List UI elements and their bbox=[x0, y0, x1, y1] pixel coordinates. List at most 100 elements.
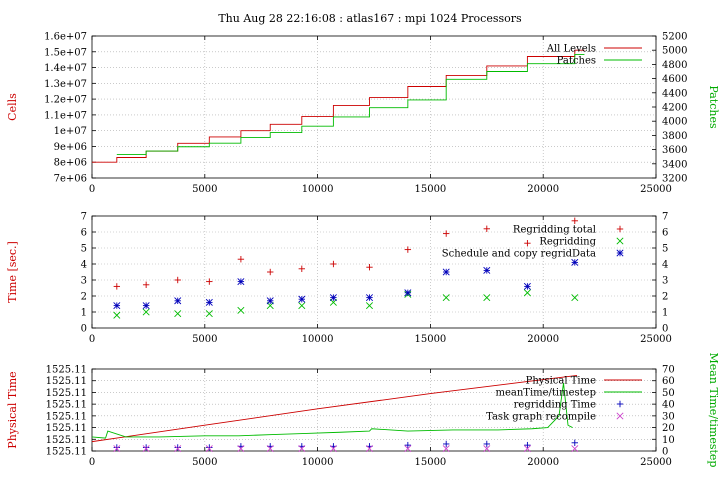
point-schedule-and-copy-regriddata-d2 bbox=[113, 302, 121, 310]
y2-tick-label: 3400 bbox=[662, 159, 687, 170]
series-line-patches bbox=[116, 54, 585, 156]
series-line-meantime-timestep bbox=[91, 382, 573, 439]
point-schedule-and-copy-regriddata-d2 bbox=[365, 294, 374, 302]
point-schedule-and-copy-regriddata-d2 bbox=[298, 295, 306, 303]
y-tick-label: 8e+06 bbox=[54, 158, 87, 169]
panel-1: 0 5000 10000 15000 20000 25000 7e+06 8e+06 9e+06… bbox=[6, 32, 720, 196]
y2-tick-label: 4200 bbox=[662, 103, 687, 114]
point-task-graph-recompile-d2 bbox=[113, 445, 121, 453]
point-schedule-and-copy-regriddata-d2 bbox=[483, 266, 491, 274]
x-tick-label: 0 bbox=[89, 334, 95, 345]
legend-label: Regridding total bbox=[513, 225, 596, 236]
x-tick-label: 10000 bbox=[302, 457, 334, 468]
y-tick-label: 1.4e+07 bbox=[44, 63, 87, 74]
point-regridding-d2 bbox=[483, 294, 491, 302]
x-tick-label: 5000 bbox=[192, 457, 217, 468]
y2-tick-label: 70 bbox=[662, 365, 675, 376]
chart-title: Thu Aug 28 22:16:08 : atlas167 : mpi 102… bbox=[218, 12, 522, 25]
y2-tick-label: 3 bbox=[662, 276, 668, 287]
chart-panels: 0 5000 10000 15000 20000 250007e+068e+069e+06… bbox=[6, 32, 720, 469]
point-task-graph-recompile-d2 bbox=[365, 445, 374, 453]
y-tick-label: 1.5e+07 bbox=[44, 47, 87, 58]
point-task-graph-recompile-d2 bbox=[329, 445, 337, 453]
y2-tick-label: 4000 bbox=[662, 117, 687, 128]
point-schedule-and-copy-regriddata-d2 bbox=[237, 278, 245, 286]
y2-tick-label: 6 bbox=[662, 228, 668, 239]
legend-label: Task graph recompile bbox=[486, 412, 596, 423]
y-axis-label: Time [sec.] bbox=[6, 241, 19, 303]
y-tick-label: 1.3e+07 bbox=[44, 79, 87, 90]
y2-tick-label: 30 bbox=[662, 411, 675, 422]
y-tick-label: 1525.11 bbox=[46, 411, 87, 422]
x-tick-label: 25000 bbox=[640, 334, 672, 345]
legend-label: regridding Time bbox=[514, 400, 596, 411]
y-tick-label: 3 bbox=[81, 276, 87, 287]
series-line-all-levels bbox=[92, 49, 585, 163]
y-tick-label: 1525.11 bbox=[46, 447, 87, 458]
y-tick-label: 1525.11 bbox=[46, 423, 87, 434]
y2-tick-label: 4800 bbox=[662, 60, 687, 71]
point-task-graph-recompile-d2 bbox=[205, 445, 213, 453]
y2-tick-label: 4400 bbox=[662, 88, 687, 99]
point-regridding-d2 bbox=[298, 302, 306, 310]
point-task-graph-recompile-d2 bbox=[483, 445, 491, 453]
point-schedule-and-copy-regriddata-d2 bbox=[523, 282, 531, 290]
y-tick-label: 1525.11 bbox=[46, 400, 87, 411]
y-tick-label: 6 bbox=[81, 228, 87, 239]
y2-tick-label: 4600 bbox=[662, 74, 687, 85]
y2-axis-label: Mean Time/timestep bbox=[707, 353, 720, 468]
y2-tick-label: 20 bbox=[662, 423, 675, 434]
y2-tick-label: 2 bbox=[662, 292, 668, 303]
point-schedule-and-copy-regriddata-d2 bbox=[329, 294, 337, 302]
y-tick-label: 1525.11 bbox=[46, 435, 87, 446]
y2-tick-label: 3800 bbox=[662, 131, 687, 142]
x-tick-label: 5000 bbox=[192, 184, 217, 195]
y2-tick-label: 4 bbox=[662, 260, 668, 271]
x-tick-label: 15000 bbox=[414, 334, 446, 345]
point-regridding-d2 bbox=[523, 289, 531, 297]
y-tick-label: 1525.11 bbox=[46, 365, 87, 376]
plot-frame bbox=[91, 215, 657, 329]
legend-label: Schedule and copy regridData bbox=[442, 249, 596, 260]
plot-frame bbox=[91, 35, 657, 179]
y-tick-label: 4 bbox=[81, 260, 87, 271]
x-tick-label: 25000 bbox=[640, 184, 672, 195]
x-tick-label: 0 bbox=[89, 184, 95, 195]
point-regridding-d2 bbox=[113, 311, 121, 319]
y2-tick-label: 1 bbox=[662, 308, 668, 319]
legend-marker-d2 bbox=[616, 249, 624, 257]
x-tick-label: 20000 bbox=[527, 457, 559, 468]
y2-tick-label: 10 bbox=[662, 435, 675, 446]
point-task-graph-recompile-d2 bbox=[298, 445, 306, 453]
legend-label: meanTime/timestep bbox=[495, 388, 596, 399]
y2-tick-label: 3200 bbox=[662, 174, 687, 185]
legend-marker-d2 bbox=[616, 237, 624, 245]
point-schedule-and-copy-regriddata-d2 bbox=[142, 302, 150, 310]
y-tick-label: 9e+06 bbox=[54, 142, 87, 153]
point-task-graph-recompile-d2 bbox=[266, 445, 274, 453]
x-tick-label: 10000 bbox=[302, 334, 334, 345]
x-tick-label: 15000 bbox=[414, 457, 446, 468]
point-regridding-d2 bbox=[571, 294, 579, 302]
y-tick-label: 1.1e+07 bbox=[44, 110, 87, 121]
legend-label: Physical Time bbox=[526, 376, 596, 387]
point-task-graph-recompile-d2 bbox=[442, 445, 450, 453]
y2-axis-label: Patches bbox=[707, 85, 720, 129]
y-tick-label: 7 bbox=[81, 212, 87, 223]
point-task-graph-recompile-d2 bbox=[523, 445, 531, 453]
point-schedule-and-copy-regriddata-d2 bbox=[266, 297, 274, 305]
y2-tick-label: 7 bbox=[662, 212, 668, 223]
y2-tick-label: 0 bbox=[662, 447, 668, 458]
point-task-graph-recompile-d2 bbox=[571, 445, 579, 453]
point-schedule-and-copy-regriddata-d2 bbox=[404, 289, 412, 297]
point-regridding-d2 bbox=[205, 310, 213, 318]
y2-tick-label: 5 bbox=[662, 244, 668, 255]
y2-tick-label: 0 bbox=[662, 324, 668, 335]
point-schedule-and-copy-regriddata-d2 bbox=[205, 298, 213, 306]
y-tick-label: 7e+06 bbox=[54, 174, 87, 185]
y2-tick-label: 5000 bbox=[662, 46, 687, 57]
y-tick-label: 0 bbox=[81, 324, 87, 335]
point-regridding-d2 bbox=[365, 302, 374, 310]
y-tick-label: 1 bbox=[81, 308, 87, 319]
